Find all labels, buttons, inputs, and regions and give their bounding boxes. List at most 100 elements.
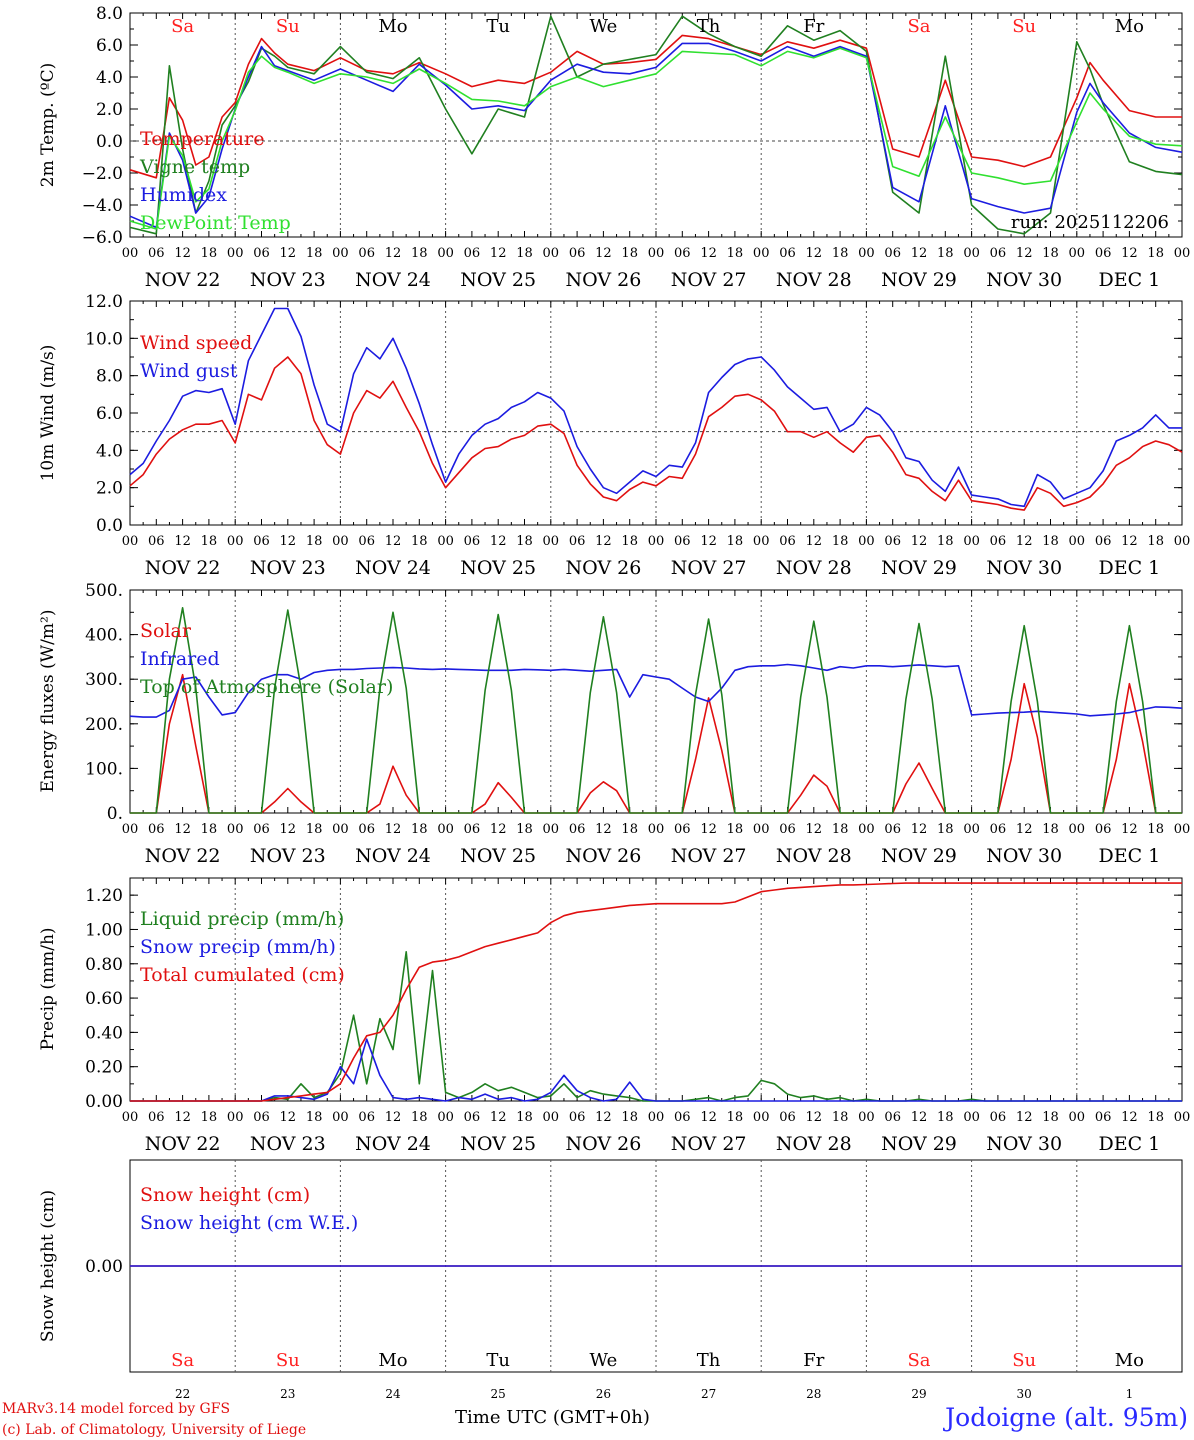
date-label: NOV 24 <box>355 557 431 579</box>
hour-tick-label: 06 <box>1095 1110 1112 1125</box>
hour-tick-label: 18 <box>727 1110 744 1125</box>
date-label: NOV 23 <box>250 1133 326 1155</box>
hour-tick-label: 00 <box>543 1110 560 1125</box>
y-tick-label: −4.0 <box>82 196 123 216</box>
hour-tick-label: 06 <box>148 534 165 549</box>
weekday-label: Su <box>276 1350 300 1371</box>
hour-tick-label: 06 <box>253 534 270 549</box>
hour-tick-label: 00 <box>963 534 980 549</box>
hour-tick-label: 06 <box>253 246 270 261</box>
day-number-label: 24 <box>385 1387 401 1401</box>
hour-tick-label: 18 <box>306 246 323 261</box>
hour-tick-label: 00 <box>858 246 875 261</box>
series-line-dewpoint-temp <box>129 47 1183 230</box>
weekday-label: Mo <box>378 1350 407 1371</box>
weekday-label: Mo <box>1115 16 1144 37</box>
legend-entry: DewPoint Temp <box>140 212 291 234</box>
hour-tick-label: 06 <box>884 822 901 837</box>
date-label: NOV 22 <box>145 845 221 867</box>
hour-tick-label: 18 <box>832 534 849 549</box>
date-label: NOV 23 <box>250 557 326 579</box>
hour-tick-label: 12 <box>911 534 928 549</box>
hour-tick-label: 06 <box>464 246 481 261</box>
hour-tick-label: 06 <box>464 822 481 837</box>
panel-2m-temp-: 8.0 6.0 4.0 2.0 0.0 −2.0 −4.0 −6.0 2m Temp. (ºC)… <box>38 4 1190 291</box>
y-tick-label: 8.0 <box>96 4 123 24</box>
day-number-label: 28 <box>806 1387 821 1401</box>
weekday-label: Fr <box>803 16 824 37</box>
legend-entry: Snow height (cm W.E.) <box>140 1212 358 1234</box>
hour-tick-label: 18 <box>937 1110 954 1125</box>
hour-tick-label: 12 <box>700 1110 717 1125</box>
hour-tick-label: 00 <box>122 534 139 549</box>
hour-tick-label: 18 <box>516 246 533 261</box>
hour-tick-label: 12 <box>174 246 191 261</box>
date-label: NOV 26 <box>565 269 641 291</box>
hour-tick-label: 18 <box>832 246 849 261</box>
hour-tick-label: 06 <box>569 1110 586 1125</box>
y-axis-label: Snow height (cm) <box>38 1190 58 1342</box>
hour-tick-label: 00 <box>753 1110 770 1125</box>
hour-tick-label: 18 <box>516 822 533 837</box>
hour-tick-label: 00 <box>332 534 349 549</box>
hour-tick-label: 12 <box>1121 534 1138 549</box>
date-label: NOV 25 <box>460 269 536 291</box>
hour-tick-label: 06 <box>1095 246 1112 261</box>
hour-tick-label: 06 <box>674 246 691 261</box>
hour-tick-label: 12 <box>385 1110 402 1125</box>
y-tick-label: 0.80 <box>85 955 123 975</box>
date-label: NOV 26 <box>565 845 641 867</box>
y-axis-label: 2m Temp. (ºC) <box>38 63 58 188</box>
weekday-label: Sa <box>907 16 930 37</box>
run-annotation: run: 2025112206 <box>1011 212 1169 233</box>
weekday-label: Th <box>697 1350 721 1371</box>
hour-tick-label: 18 <box>832 822 849 837</box>
hour-tick-label: 06 <box>148 1110 165 1125</box>
hour-tick-label: 06 <box>253 822 270 837</box>
hour-tick-label: 12 <box>1121 1110 1138 1125</box>
hour-tick-label: 12 <box>911 1110 928 1125</box>
hour-tick-label: 06 <box>990 534 1007 549</box>
legend-entry: Solar <box>140 620 192 642</box>
day-number-label: 29 <box>911 1387 926 1401</box>
y-tick-label: 0.60 <box>85 989 123 1009</box>
hour-tick-label: 12 <box>385 534 402 549</box>
date-label: NOV 30 <box>986 845 1062 867</box>
hour-tick-label: 00 <box>1069 822 1086 837</box>
hour-tick-label: 00 <box>227 1110 244 1125</box>
hour-tick-label: 12 <box>1016 822 1033 837</box>
hour-tick-label: 18 <box>621 822 638 837</box>
weekday-label: Sa <box>171 16 194 37</box>
weekday-label: Su <box>1012 16 1036 37</box>
panel-10m-wind: 12.0 10.0 8.0 6.0 4.0 2.0 0.0 10m Wind (m/s) Win… <box>38 292 1190 579</box>
legend-entry: Humidex <box>140 184 227 206</box>
hour-tick-label: 12 <box>490 534 507 549</box>
hour-tick-label: 00 <box>227 534 244 549</box>
hour-tick-label: 06 <box>990 1110 1007 1125</box>
copyright-credit: (c) Lab. of Climatology, University of L… <box>2 1422 306 1438</box>
hour-tick-label: 18 <box>411 1110 428 1125</box>
hour-tick-label: 00 <box>122 246 139 261</box>
date-label: NOV 24 <box>355 845 431 867</box>
hour-tick-label: 00 <box>122 822 139 837</box>
hour-tick-label: 12 <box>700 822 717 837</box>
series-line-vigne-temp <box>129 15 1183 235</box>
hour-tick-label: 12 <box>911 822 928 837</box>
legend-entry: Liquid precip (mm/h) <box>140 908 344 930</box>
hour-tick-label: 00 <box>648 246 665 261</box>
series-line-snow-precip-mm-h- <box>130 1038 1182 1102</box>
panel-precip: 1.20 1.00 0.80 0.60 0.40 0.20 0.00 Precip (mm/h… <box>38 877 1190 1155</box>
legend-entry: Vigne temp <box>139 156 250 178</box>
series-line-infrared <box>129 663 1183 718</box>
hour-tick-label: 00 <box>753 534 770 549</box>
y-tick-label: 500. <box>85 581 123 601</box>
date-label: NOV 26 <box>565 1133 641 1155</box>
hour-tick-label: 18 <box>516 534 533 549</box>
hour-tick-label: 06 <box>464 1110 481 1125</box>
hour-tick-label: 18 <box>411 822 428 837</box>
series-line-total-cumulated-cm- <box>130 882 1182 1102</box>
y-tick-label: 0.0 <box>96 516 123 536</box>
hour-tick-label: 12 <box>1016 534 1033 549</box>
hour-tick-label: 00 <box>543 822 560 837</box>
hour-tick-label: 18 <box>306 1110 323 1125</box>
